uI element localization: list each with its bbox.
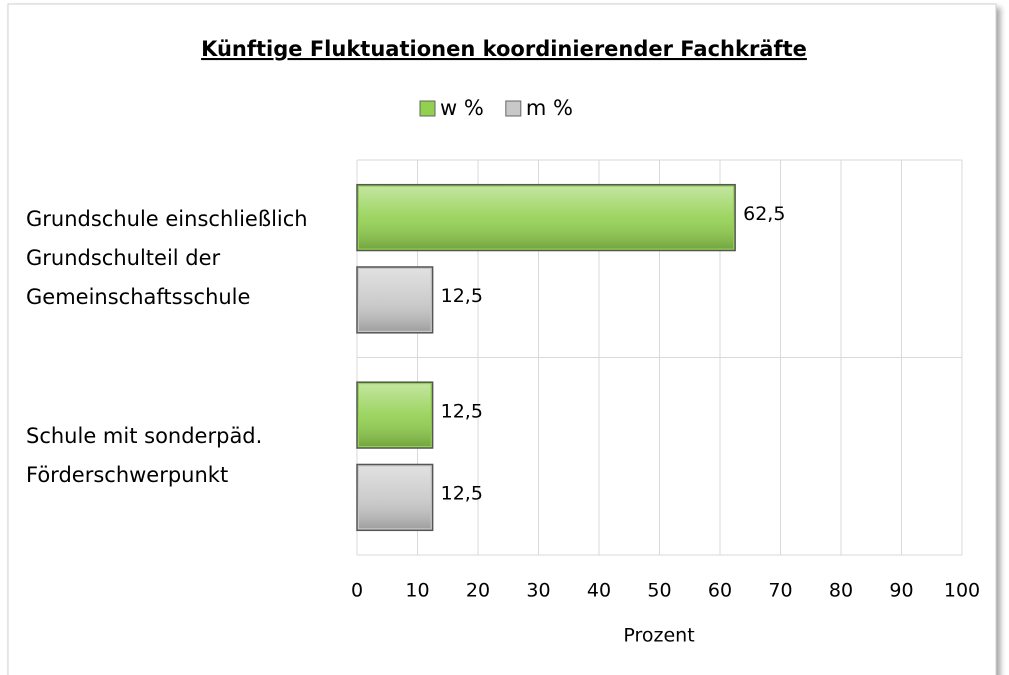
bar-shine (359, 384, 431, 447)
legend-swatch (505, 100, 522, 117)
x-tick-label: 40 (587, 580, 611, 602)
value-label: 12,5 (441, 400, 483, 422)
x-tick-label: 60 (708, 580, 732, 602)
legend-label: m % (526, 96, 573, 120)
x-axis-label: Prozent (623, 625, 694, 647)
x-tick-label: 30 (526, 580, 550, 602)
value-label: 12,5 (441, 483, 483, 505)
category-label: Schule mit sonderpäd. Förderschwerpunkt (26, 424, 263, 488)
x-tick-label: 10 (405, 580, 429, 602)
x-tick-label: 70 (768, 580, 792, 602)
x-tick-label: 80 (829, 580, 853, 602)
x-tick-label: 100 (944, 580, 980, 602)
x-tick-label: 50 (647, 580, 671, 602)
bar-shine (359, 186, 734, 249)
x-tick-label: 0 (351, 580, 363, 602)
x-tick-label: 90 (889, 580, 913, 602)
legend-label: w % (440, 96, 484, 120)
bar-shine (359, 466, 431, 529)
chart-title: Künftige Fluktuationen koordinierender F… (201, 37, 807, 61)
x-tick-label: 20 (466, 580, 490, 602)
chart-frame (7, 3, 997, 675)
value-label: 12,5 (441, 285, 483, 307)
value-label: 62,5 (743, 203, 785, 225)
bar-shine (359, 268, 431, 331)
legend-swatch (419, 100, 436, 117)
category-label: Grundschule einschließlich Grundschultei… (26, 207, 308, 310)
